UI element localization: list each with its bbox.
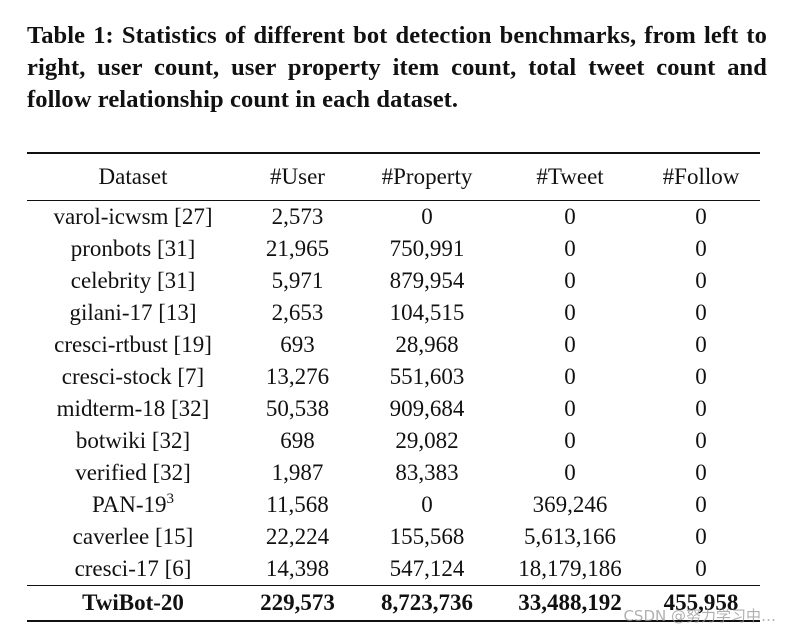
cell-property: 155,568 (389, 524, 465, 549)
cell-dataset: PAN-193 (27, 489, 239, 521)
cell-tweet: 369,246 (532, 492, 608, 517)
cell-user: 21,965 (265, 236, 330, 261)
table-row: cresci-17 [6] 14,398 547,124 18,179,186 … (27, 553, 760, 586)
cell-property: 879,954 (389, 268, 465, 293)
cell-follow: 0 (695, 300, 707, 325)
cell-follow: 0 (695, 460, 707, 485)
cell-tweet: 0 (564, 268, 576, 293)
cell-property: 28,968 (395, 332, 459, 357)
cell-dataset: verified [32] (75, 460, 191, 485)
cell-tweet: 0 (564, 236, 576, 261)
cell-tweet: 0 (564, 460, 576, 485)
cell-user: 229,573 (260, 590, 335, 615)
table-row: varol-icwsm [27] 2,573 0 0 0 (27, 201, 760, 234)
table-row: midterm-18 [32] 50,538 909,684 0 0 (27, 393, 760, 425)
cell-user: 50,538 (265, 396, 330, 421)
cell-dataset: varol-icwsm [27] (53, 204, 213, 229)
cell-tweet: 33,488,192 (518, 590, 622, 615)
cell-tweet: 18,179,186 (518, 556, 622, 581)
header-property: #Property (381, 164, 473, 189)
statistics-table: Dataset #User #Property #Tweet #Follow v… (27, 152, 760, 622)
cell-dataset: cresci-stock [7] (61, 364, 205, 389)
table-row: celebrity [31] 5,971 879,954 0 0 (27, 265, 760, 297)
cell-user: 5,971 (271, 268, 324, 293)
table-body: varol-icwsm [27] 2,573 0 0 0 pronbots [3… (27, 201, 760, 621)
cell-user: 13,276 (265, 364, 330, 389)
cell-tweet: 0 (564, 364, 576, 389)
cell-tweet: 0 (564, 332, 576, 357)
cell-user: 1,987 (271, 460, 324, 485)
cell-user: 11,568 (266, 492, 329, 517)
statistics-table-container: Dataset #User #Property #Tweet #Follow v… (27, 152, 760, 622)
cell-property: 8,723,736 (381, 590, 473, 615)
cell-follow: 0 (695, 492, 707, 517)
cell-user: 693 (280, 332, 315, 357)
dataset-name: PAN-19 (91, 492, 167, 517)
cell-dataset: pronbots [31] (70, 236, 196, 261)
cell-tweet: 0 (564, 396, 576, 421)
cell-dataset: botwiki [32] (75, 428, 191, 453)
table-row: verified [32] 1,987 83,383 0 0 (27, 457, 760, 489)
cell-property: 0 (421, 204, 433, 229)
cell-follow: 0 (695, 204, 707, 229)
table-row: caverlee [15] 22,224 155,568 5,613,166 0 (27, 521, 760, 553)
cell-follow: 0 (695, 332, 707, 357)
header-dataset: Dataset (98, 164, 168, 189)
cell-dataset: celebrity [31] (70, 268, 196, 293)
cell-tweet: 0 (564, 204, 576, 229)
table-row: gilani-17 [13] 2,653 104,515 0 0 (27, 297, 760, 329)
cell-follow: 0 (695, 364, 707, 389)
cell-user: 14,398 (265, 556, 330, 581)
table-row: botwiki [32] 698 29,082 0 0 (27, 425, 760, 457)
cell-dataset: cresci-17 [6] (74, 556, 192, 581)
cell-dataset: caverlee [15] (72, 524, 194, 549)
cell-user: 698 (280, 428, 315, 453)
table-caption: Table 1: Statistics of different bot det… (27, 22, 767, 113)
cell-user: 2,573 (271, 204, 324, 229)
cell-user: 22,224 (265, 524, 330, 549)
cell-dataset: cresci-rtbust [19] (54, 332, 212, 357)
highlight-row: TwiBot-20 229,573 8,723,736 33,488,192 4… (27, 585, 760, 621)
cell-tweet: 0 (564, 300, 576, 325)
cell-dataset: midterm-18 [32] (56, 396, 210, 421)
cell-user: 2,653 (271, 300, 324, 325)
cell-dataset: gilani-17 [13] (69, 300, 197, 325)
table-row: cresci-rtbust [19] 693 28,968 0 0 (27, 329, 760, 361)
cell-tweet: 0 (564, 428, 576, 453)
table-row: PAN-193 11,568 0 369,246 0 (27, 489, 760, 521)
cell-follow: 0 (695, 268, 707, 293)
cell-follow: 0 (695, 428, 707, 453)
cell-follow: 0 (695, 556, 707, 581)
cell-follow: 0 (695, 236, 707, 261)
cell-property: 547,124 (389, 556, 465, 581)
cell-property: 29,082 (395, 428, 459, 453)
cell-follow: 0 (695, 524, 707, 549)
table-row: cresci-stock [7] 13,276 551,603 0 0 (27, 361, 760, 393)
table-header-row: Dataset #User #Property #Tweet #Follow (27, 153, 760, 201)
footnote-marker: 3 (166, 491, 175, 507)
cell-property: 83,383 (395, 460, 459, 485)
cell-property: 0 (421, 492, 433, 517)
cell-dataset: TwiBot-20 (82, 590, 184, 615)
cell-property: 551,603 (389, 364, 465, 389)
table-row: pronbots [31] 21,965 750,991 0 0 (27, 233, 760, 265)
cell-property: 104,515 (389, 300, 465, 325)
cell-follow: 0 (695, 396, 707, 421)
cell-property: 909,684 (389, 396, 465, 421)
cell-tweet: 5,613,166 (524, 524, 616, 549)
watermark: CSDN @努力学习中… (623, 607, 776, 625)
header-user: #User (270, 164, 325, 189)
cell-follow: 455,958 (663, 590, 739, 615)
header-follow: #Follow (662, 164, 740, 189)
cell-property: 750,991 (389, 236, 465, 261)
header-tweet: #Tweet (536, 164, 604, 189)
